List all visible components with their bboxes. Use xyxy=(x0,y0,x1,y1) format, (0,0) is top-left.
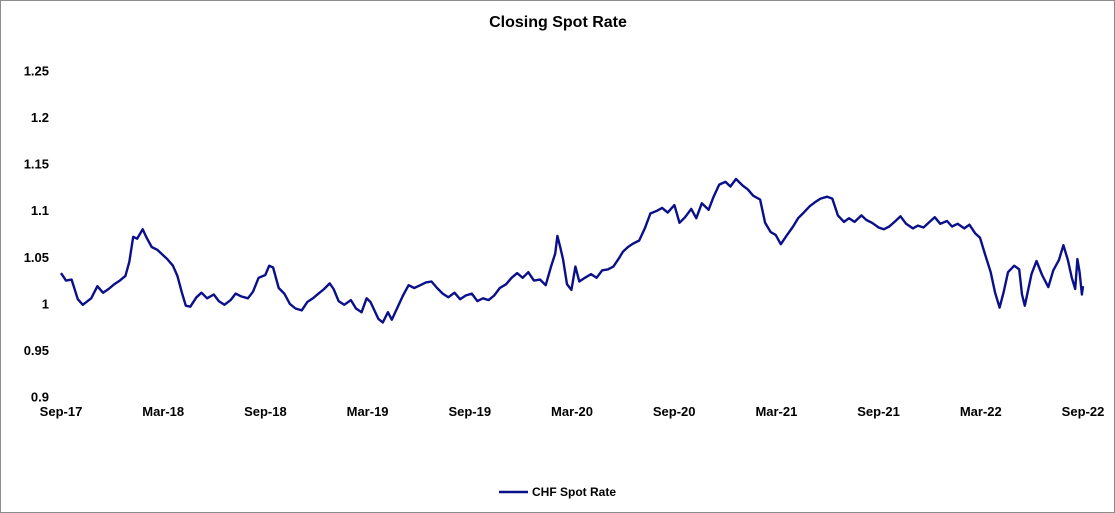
legend: CHF Spot Rate xyxy=(499,485,616,499)
x-axis-ticks: Sep-17 Mar-18 Sep-18 Mar-19 Sep-19 Mar-20 Sep-… xyxy=(40,404,1105,419)
y-tick-label: 1.25 xyxy=(24,64,49,79)
y-tick-label: 1 xyxy=(42,296,49,311)
x-tick-label: Sep-18 xyxy=(244,404,287,419)
y-tick-label: 1.15 xyxy=(24,157,49,172)
y-tick-label: 1.05 xyxy=(24,250,49,265)
y-tick-label: 1.2 xyxy=(31,110,49,125)
x-tick-label: Sep-17 xyxy=(40,404,83,419)
x-tick-label: Sep-21 xyxy=(857,404,900,419)
x-tick-label: Mar-21 xyxy=(755,404,797,419)
x-tick-label: Mar-19 xyxy=(347,404,389,419)
series-line-chf-spot-rate xyxy=(60,177,1085,324)
y-tick-label: 0.95 xyxy=(24,343,49,358)
x-tick-label: Sep-19 xyxy=(448,404,491,419)
x-tick-label: Mar-22 xyxy=(960,404,1002,419)
y-axis-ticks: 0.9 0.95 1 1.05 1.1 1.15 1.2 1.25 xyxy=(24,64,49,405)
chart-title: Closing Spot Rate xyxy=(489,14,627,31)
x-tick-label: Sep-22 xyxy=(1062,404,1105,419)
x-tick-label: Mar-20 xyxy=(551,404,593,419)
y-tick-label: 1.1 xyxy=(31,203,49,218)
x-tick-label: Sep-20 xyxy=(653,404,696,419)
legend-label: CHF Spot Rate xyxy=(532,485,616,499)
x-tick-label: Mar-18 xyxy=(142,404,184,419)
y-tick-label: 0.9 xyxy=(31,390,49,405)
